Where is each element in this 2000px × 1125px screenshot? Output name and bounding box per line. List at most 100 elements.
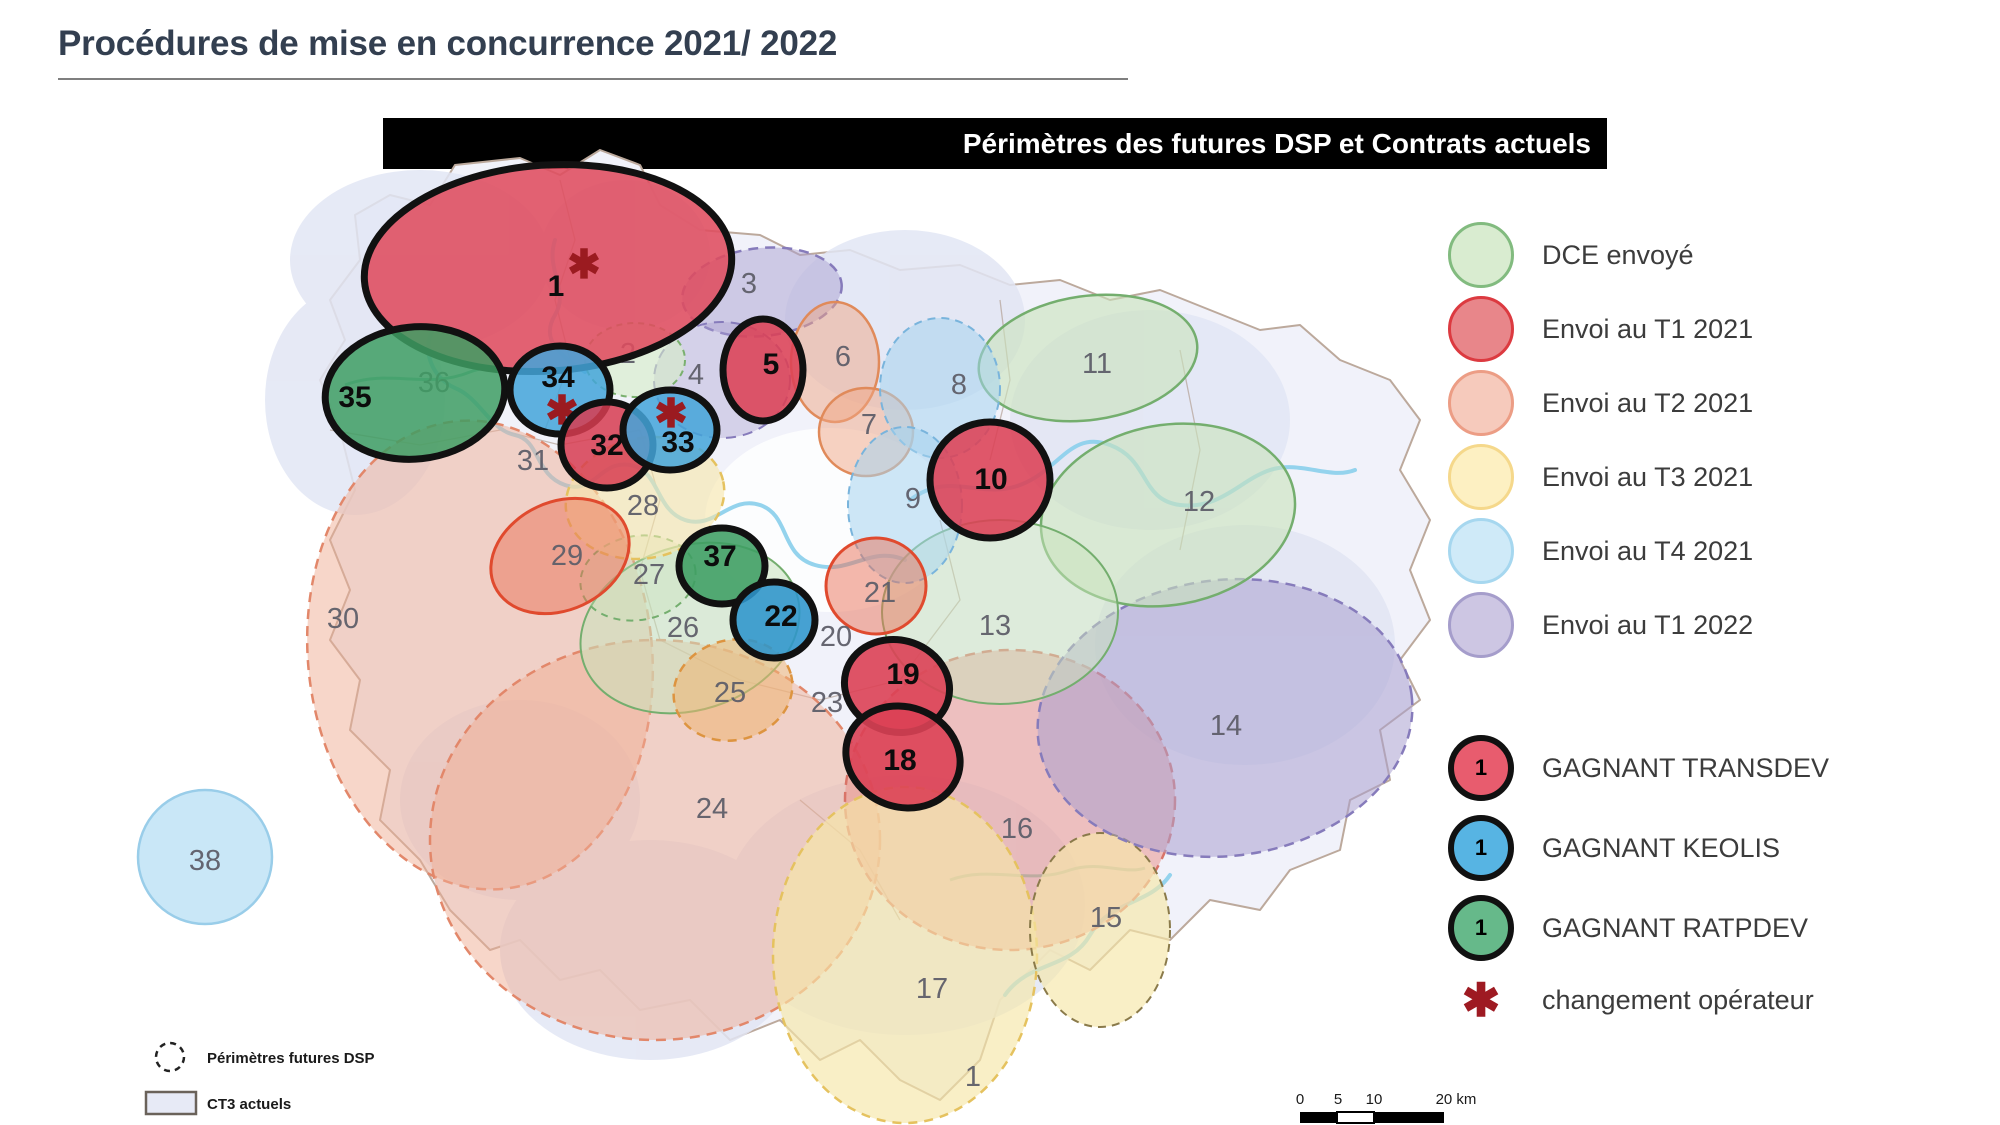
map-zone-label-35: 35 [338,381,371,414]
map-zone-1: 1 ✱ [360,160,736,376]
map-zone-label-28: 28 [627,490,659,522]
map-zone-label-14: 14 [1210,710,1242,742]
map-zone-label-29: 29 [551,540,583,572]
map-zone-label-19: 19 [886,658,919,691]
map-zone-33: 33✱ [619,386,721,474]
map-zone-11: 11 [977,293,1199,423]
map-zone-label-33: 33 [661,426,694,459]
legend-label: GAGNANT TRANSDEV [1542,752,1830,783]
map-zone-ellipse-22 [729,578,819,662]
legend-row-transdev: 1 GAGNANT TRANSDEV [1448,728,1829,808]
map-zone-label-13: 13 [979,610,1011,642]
map-zone-38: 38 [136,788,274,926]
scalebar-seg-1 [1300,1112,1337,1123]
map-zone-ellipse-10 [926,418,1054,542]
legend-label: GAGNANT RATPDEV [1542,912,1809,943]
legend-label: GAGNANT KEOLIS [1542,832,1781,863]
map-zone-17: 17 [771,785,1039,1125]
map-zone-label-38: 38 [189,845,221,877]
map-zone-label-22: 22 [764,600,797,633]
map-zone-ellipse-38 [136,788,274,926]
map-zone-ellipse-5 [719,315,807,425]
envoi-t2-2021-swatch [1448,370,1514,436]
map-zone-label-21: 21 [864,577,896,609]
title-underline [58,78,1128,80]
map-zone-label-27: 27 [633,559,665,591]
map-zone-label-34: 34 [541,361,575,394]
map-zone-29: 29 [489,496,631,616]
map-zone-22: 22 [729,578,819,662]
legend-label: Envoi au T2 2021 [1542,387,1754,418]
map-zone-label-6: 6 [835,341,851,373]
map-zone-37: 37 [675,524,769,608]
legend-row-t1-2021: Envoi au T1 2021 [1448,292,1753,366]
map-zone-label-9: 9 [905,483,921,515]
legend-label: DCE envoyé [1542,239,1694,270]
dce-envoye-swatch [1448,222,1514,288]
map-zone-label-8: 8 [951,369,967,401]
legend-row-t3-2021: Envoi au T3 2021 [1448,440,1753,514]
map-zone-label-10: 10 [974,463,1007,496]
legend-status: DCE envoyé Envoi au T1 2021 Envoi au T2 … [1448,218,1753,662]
map-zone-label-25: 25 [714,677,746,709]
map-zone-label-1: 1 [548,270,565,303]
map-zone-label-4: 4 [688,359,704,391]
map-zone-label-18: 18 [883,744,916,777]
map-zone-label-26: 26 [667,612,699,644]
legend-label: Envoi au T1 2021 [1542,313,1754,344]
dashed-circle-icon [154,1041,186,1073]
legend-row-dce: DCE envoyé [1448,218,1753,292]
scalebar-seg-2 [1336,1111,1375,1124]
map-zone-label-30: 30 [327,603,359,635]
ct3-swatch [144,1090,198,1116]
transdev-swatch: 1 [1448,735,1514,801]
legend-label: Envoi au T4 2021 [1542,535,1754,566]
map-zone-ellipse-25 [672,638,794,742]
map-region-label-1: 1 [965,1061,981,1093]
map-zone-15: 15 [1029,832,1171,1028]
map-zone-35: 35 [321,323,509,463]
map-zone-label-16: 16 [1001,813,1033,845]
scalebar-tick-5: 5 [1334,1091,1342,1108]
map-zone-ellipse-37 [675,524,769,608]
ratpdev-swatch: 1 [1448,895,1514,961]
legend-row-ratpdev: 1 GAGNANT RATPDEV [1448,888,1829,968]
legend-row-t2-2021: Envoi au T2 2021 [1448,366,1753,440]
scalebar-tick-0: 0 [1296,1091,1304,1108]
page-title: Procédures de mise en concurrence 2021/ … [58,24,838,63]
map-zone-label-17: 17 [916,973,948,1005]
map-zone-5: 5 [719,315,807,425]
map-zone-label-15: 15 [1090,902,1122,934]
map-zone-10: 10 [926,418,1054,542]
map-zone-label-3: 3 [741,268,757,300]
legend-row-keolis: 1 GAGNANT KEOLIS [1448,808,1829,888]
map-zone-ellipse-35 [321,323,509,463]
map-zone-label-24: 24 [696,793,728,825]
legend-label: Envoi au T1 2022 [1542,609,1754,640]
envoi-t3-2021-swatch [1448,444,1514,510]
envoi-t1-2022-swatch [1448,592,1514,658]
map-zone-asterisk-1: ✱ [567,243,601,287]
map-region-label-23: 23 [811,687,843,719]
map-zone-label-5: 5 [763,348,780,381]
map-zone-18: 18 [842,702,964,812]
legend-row-t4-2021: Envoi au T4 2021 [1448,514,1753,588]
map-region-label-31: 31 [517,445,549,477]
map-zone-ellipse-33 [619,386,721,474]
map-zone-25: 25 [672,638,794,742]
scalebar-tick-20km: 20 km [1436,1091,1477,1108]
map-zone-ellipse-18 [842,702,964,812]
map-zone-ellipse-15 [1029,832,1171,1028]
winner-badge: 1 [1474,915,1488,940]
map-zone-ellipse-21 [824,536,928,636]
mini-legend-ct3-label: CT3 actuels [207,1096,291,1113]
map-zone-label-7: 7 [861,409,877,441]
map-banner-label: Périmètres des futures DSP et Contrats a… [962,127,1591,159]
legend-winners: 1 GAGNANT TRANSDEV 1 GAGNANT KEOLIS 1 GA… [1448,728,1829,1032]
scalebar: 0 5 10 20 km [1296,1091,1477,1124]
map-zone-asterisk-33: ✱ [654,392,688,436]
keolis-swatch: 1 [1448,815,1514,881]
